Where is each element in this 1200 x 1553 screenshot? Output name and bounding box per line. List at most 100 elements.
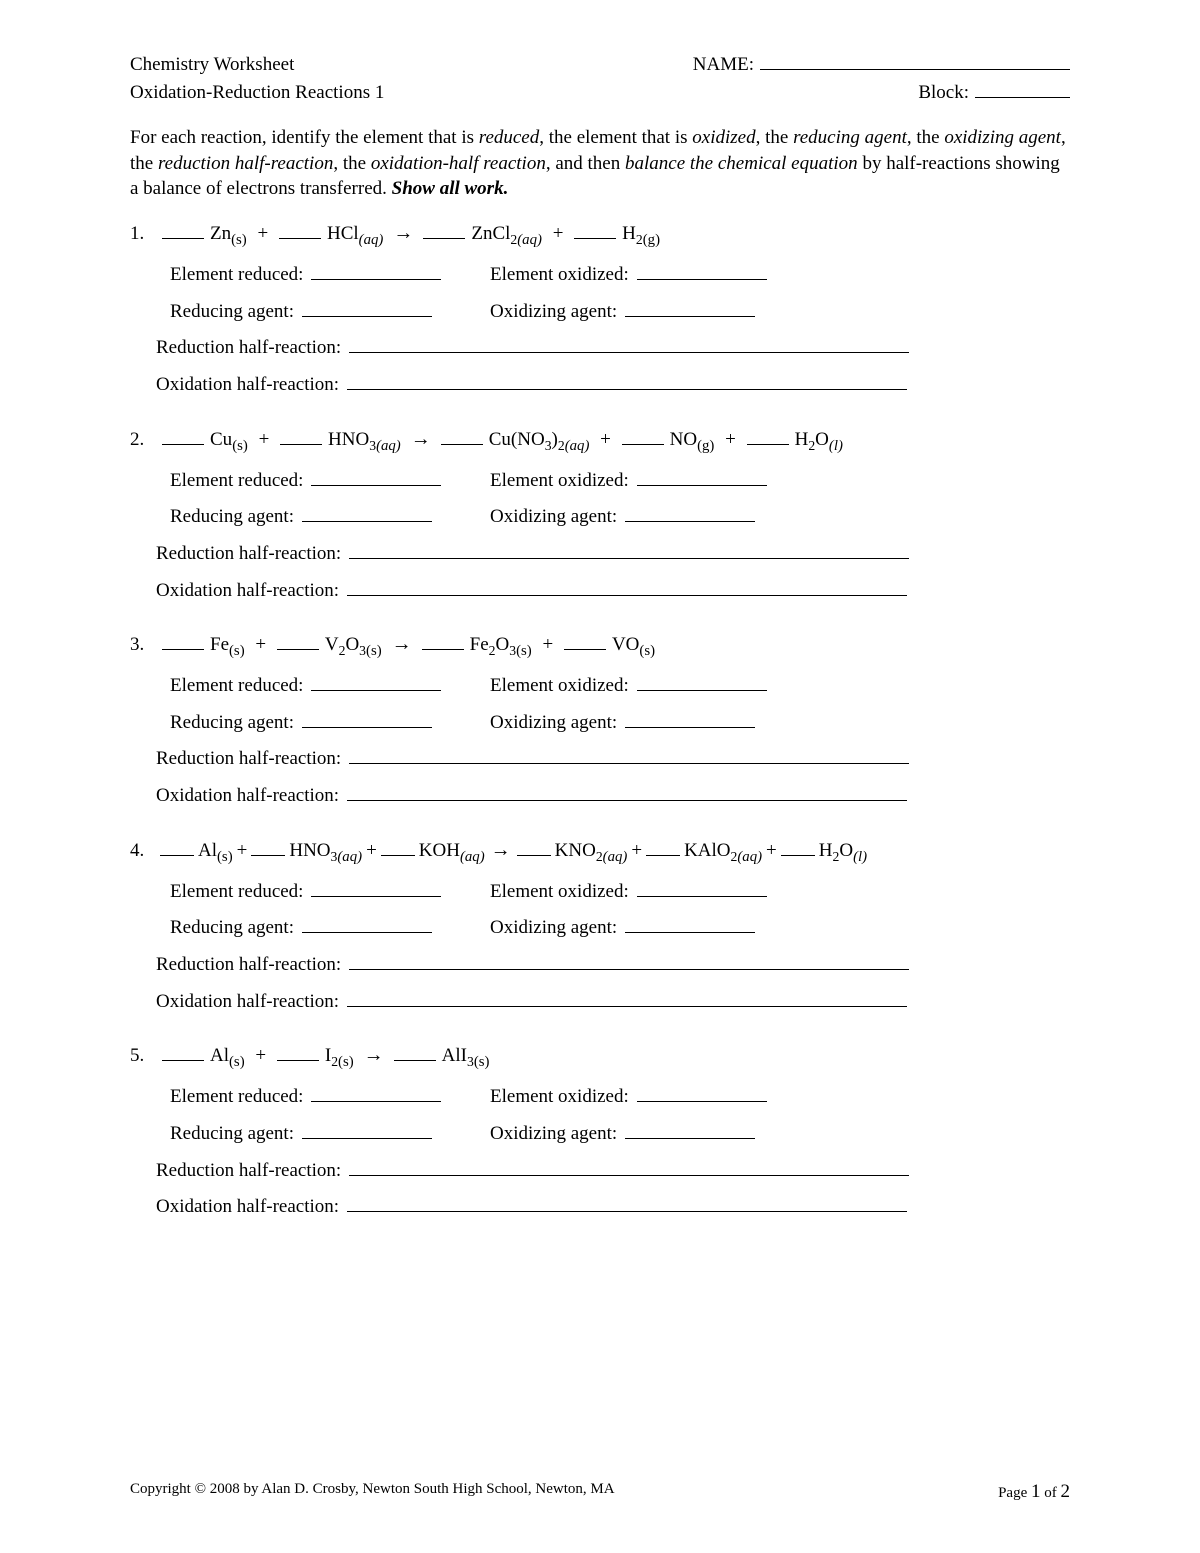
coef-blank[interactable] bbox=[441, 426, 483, 445]
answer-blank[interactable] bbox=[349, 540, 909, 559]
answer-blank[interactable] bbox=[311, 261, 441, 280]
label-oxidizing-agent: Oxidizing agent: bbox=[490, 710, 617, 736]
coef-blank[interactable] bbox=[422, 631, 464, 650]
answer-blank[interactable] bbox=[347, 577, 907, 596]
species: HCl(aq) bbox=[327, 221, 383, 247]
label-red-half: Reduction half-reaction: bbox=[156, 746, 341, 772]
label-elem-reduced: Element reduced: bbox=[170, 468, 303, 494]
answer-blank[interactable] bbox=[625, 914, 755, 933]
coef-blank[interactable] bbox=[574, 220, 616, 239]
instr-redhalf: reduction half-reaction bbox=[158, 153, 333, 174]
page-of: of bbox=[1041, 1485, 1061, 1501]
species: AlI3(s) bbox=[442, 1043, 490, 1069]
answer-blank[interactable] bbox=[625, 709, 755, 728]
coef-blank[interactable] bbox=[517, 837, 551, 856]
coef-blank[interactable] bbox=[277, 1042, 319, 1061]
coef-blank[interactable] bbox=[381, 837, 415, 856]
long-row: Oxidation half-reaction: bbox=[130, 782, 1070, 809]
coef-blank[interactable] bbox=[646, 837, 680, 856]
answer-blank[interactable] bbox=[311, 878, 441, 897]
arrow-icon: → bbox=[489, 837, 513, 864]
coef-blank[interactable] bbox=[564, 631, 606, 650]
label-red-half: Reduction half-reaction: bbox=[156, 1158, 341, 1184]
answer-blank[interactable] bbox=[302, 1120, 432, 1139]
answer-blank[interactable] bbox=[311, 1083, 441, 1102]
answer-blank[interactable] bbox=[302, 709, 432, 728]
coef-blank[interactable] bbox=[279, 220, 321, 239]
fields-row: Element reduced: Element oxidized: bbox=[130, 1083, 1070, 1110]
name-field: NAME: bbox=[693, 50, 1070, 78]
fields-row: Element reduced: Element oxidized: bbox=[130, 467, 1070, 494]
answer-blank[interactable] bbox=[637, 1083, 767, 1102]
species: Cu(NO3)2(aq) bbox=[489, 427, 590, 453]
coef-blank[interactable] bbox=[251, 837, 285, 856]
block-blank[interactable] bbox=[975, 78, 1070, 98]
fields-row: Reducing agent: Oxidizing agent: bbox=[130, 709, 1070, 736]
coef-blank[interactable] bbox=[162, 1042, 204, 1061]
answer-blank[interactable] bbox=[349, 334, 909, 353]
plus: + bbox=[595, 427, 615, 453]
answer-blank[interactable] bbox=[302, 914, 432, 933]
answer-blank[interactable] bbox=[349, 951, 909, 970]
species: Fe2O3(s) bbox=[470, 632, 532, 658]
label-oxidizing-agent: Oxidizing agent: bbox=[490, 1121, 617, 1147]
plus: + bbox=[251, 632, 271, 658]
answer-blank[interactable] bbox=[637, 467, 767, 486]
label-elem-oxidized: Element oxidized: bbox=[490, 673, 629, 699]
answer-blank[interactable] bbox=[625, 1120, 755, 1139]
answer-blank[interactable] bbox=[637, 672, 767, 691]
worksheet-title-1: Chemistry Worksheet bbox=[130, 52, 294, 78]
answer-blank[interactable] bbox=[349, 1157, 909, 1176]
long-row: Reduction half-reaction: bbox=[130, 540, 1070, 567]
coef-blank[interactable] bbox=[747, 426, 789, 445]
answer-blank[interactable] bbox=[347, 782, 907, 801]
coef-blank[interactable] bbox=[423, 220, 465, 239]
plus: + bbox=[237, 838, 248, 864]
instructions: For each reaction, identify the element … bbox=[130, 125, 1070, 202]
arrow-icon: → bbox=[360, 1042, 388, 1069]
answer-blank[interactable] bbox=[302, 503, 432, 522]
coef-blank[interactable] bbox=[162, 426, 204, 445]
answer-blank[interactable] bbox=[311, 672, 441, 691]
coef-blank[interactable] bbox=[394, 1042, 436, 1061]
equation-4: 4. Al(s) + HNO3(aq) + KOH(aq) → KNO2(aq)… bbox=[130, 837, 1070, 864]
answer-blank[interactable] bbox=[347, 371, 907, 390]
long-row: Reduction half-reaction: bbox=[130, 951, 1070, 978]
answer-blank[interactable] bbox=[625, 298, 755, 317]
copyright: Copyright © 2008 by Alan D. Crosby, Newt… bbox=[130, 1481, 615, 1503]
coef-blank[interactable] bbox=[277, 631, 319, 650]
species: Zn(s) bbox=[210, 221, 247, 247]
instr-redagent: reducing agent bbox=[793, 127, 907, 148]
answer-blank[interactable] bbox=[302, 298, 432, 317]
coef-blank[interactable] bbox=[622, 426, 664, 445]
answer-blank[interactable] bbox=[637, 878, 767, 897]
answer-blank[interactable] bbox=[637, 261, 767, 280]
fields-row: Element reduced: Element oxidized: bbox=[130, 261, 1070, 288]
species: KAlO2(aq) bbox=[684, 838, 762, 864]
label-red-half: Reduction half-reaction: bbox=[156, 335, 341, 361]
plus: + bbox=[720, 427, 740, 453]
long-row: Oxidation half-reaction: bbox=[130, 1193, 1070, 1220]
fields-row: Element reduced: Element oxidized: bbox=[130, 672, 1070, 699]
coef-blank[interactable] bbox=[160, 837, 194, 856]
fields-row: Reducing agent: Oxidizing agent: bbox=[130, 914, 1070, 941]
page-prefix: Page bbox=[998, 1485, 1031, 1501]
label-red-half: Reduction half-reaction: bbox=[156, 952, 341, 978]
problem-2: 2. Cu(s) + HNO3(aq) → Cu(NO3)2(aq) + NO(… bbox=[130, 426, 1070, 604]
name-blank[interactable] bbox=[760, 50, 1070, 70]
answer-blank[interactable] bbox=[311, 467, 441, 486]
instr-t1: For each reaction, identify the element … bbox=[130, 127, 479, 148]
page-total: 2 bbox=[1061, 1481, 1071, 1502]
answer-blank[interactable] bbox=[347, 1193, 907, 1212]
answer-blank[interactable] bbox=[347, 988, 907, 1007]
coef-blank[interactable] bbox=[162, 631, 204, 650]
equation-5: 5. Al(s) + I2(s) → AlI3(s) bbox=[130, 1042, 1070, 1069]
instr-oxidized: oxidized bbox=[692, 127, 755, 148]
coef-blank[interactable] bbox=[280, 426, 322, 445]
coef-blank[interactable] bbox=[781, 837, 815, 856]
coef-blank[interactable] bbox=[162, 220, 204, 239]
answer-blank[interactable] bbox=[625, 503, 755, 522]
answer-blank[interactable] bbox=[349, 745, 909, 764]
species: KNO2(aq) bbox=[555, 838, 628, 864]
problem-2-num: 2. bbox=[130, 427, 156, 453]
